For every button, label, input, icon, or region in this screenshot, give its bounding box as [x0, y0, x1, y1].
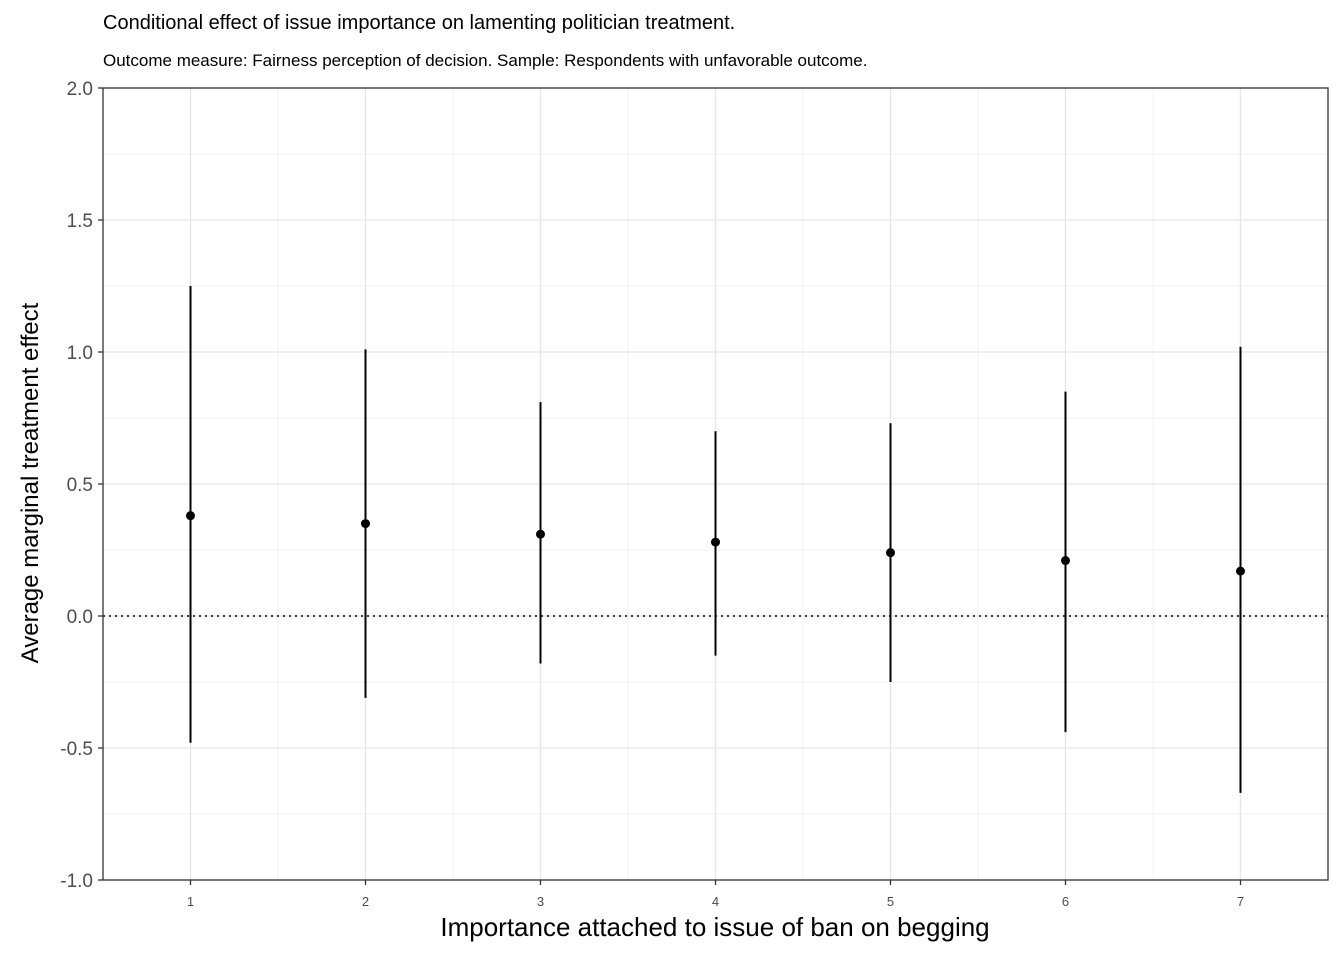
- y-tick-label: 1.0: [67, 343, 93, 364]
- y-tick-label: -0.5: [60, 739, 93, 760]
- data-point: [536, 529, 545, 539]
- data-point: [711, 537, 720, 547]
- data-point: [1236, 566, 1245, 576]
- x-tick-label: 2: [362, 894, 369, 909]
- x-tick-label: 1: [187, 894, 194, 909]
- y-tick-label: 1.5: [67, 211, 93, 232]
- x-axis-label: Importance attached to issue of ban on b…: [440, 912, 990, 942]
- x-tick-label: 4: [712, 894, 719, 909]
- x-tick-label: 3: [537, 894, 544, 909]
- y-tick-label: -1.0: [60, 871, 93, 892]
- y-tick-label: 2.0: [67, 79, 93, 100]
- data-point: [886, 548, 895, 558]
- x-tick-label: 5: [887, 894, 894, 909]
- y-tick-label: 0.0: [67, 607, 93, 628]
- chart-title: Conditional effect of issue importance o…: [103, 12, 736, 34]
- x-tick-label: 7: [1237, 894, 1244, 909]
- data-point: [361, 519, 370, 529]
- x-tick-label: 6: [1062, 894, 1069, 909]
- chart-subtitle: Outcome measure: Fairness perception of …: [103, 51, 868, 70]
- data-point: [1061, 556, 1070, 566]
- y-tick-label: 0.5: [67, 475, 93, 496]
- data-point: [186, 511, 195, 521]
